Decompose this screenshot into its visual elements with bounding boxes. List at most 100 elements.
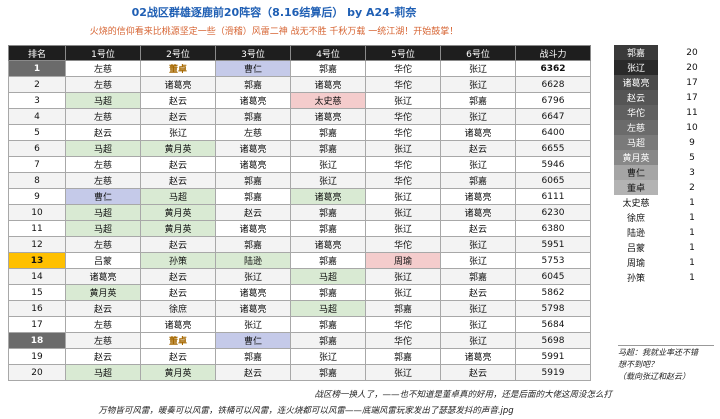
table-row: 4 左慈 赵云 郭嘉 诸葛亮 华佗 张辽 6647 xyxy=(8,108,591,125)
hero-count: 1 xyxy=(689,227,695,238)
power-cell: 5753 xyxy=(515,252,591,269)
power-cell: 6065 xyxy=(515,172,591,189)
hero-cell: 张辽 xyxy=(440,60,516,77)
hero-cell: 张辽 xyxy=(365,220,441,237)
hero-name: 赵云 xyxy=(614,90,658,105)
column-header: 排名 xyxy=(8,45,66,61)
hero-count-table: 郭嘉 20 张辽 20 诸葛亮 17 赵云 17 华佗 11 左慈 10 马超 9 黄月英 5 曹仁 3 董卓 2 太史… xyxy=(614,45,714,285)
hero-cell: 张辽 xyxy=(365,364,441,381)
hero-count-row: 曹仁 3 xyxy=(614,165,714,180)
hero-cell: 诸葛亮 xyxy=(440,124,516,141)
hero-count: 9 xyxy=(689,137,695,148)
hero-name: 陆逊 xyxy=(614,225,658,240)
power-cell: 6362 xyxy=(515,60,591,77)
hero-cell: 孙策 xyxy=(140,252,216,269)
hero-name: 吕蒙 xyxy=(614,240,658,255)
hero-count-row: 马超 9 xyxy=(614,135,714,150)
hero-cell: 张辽 xyxy=(440,300,516,317)
hero-name: 马超 xyxy=(614,135,658,150)
power-cell: 6380 xyxy=(515,220,591,237)
table-row: 5 赵云 张辽 左慈 郭嘉 华佗 诸葛亮 6400 xyxy=(8,124,591,141)
spacer xyxy=(658,120,670,135)
rank-cell: 19 xyxy=(8,348,66,365)
table-row: 14 诸葛亮 赵云 张辽 马超 张辽 郭嘉 6045 xyxy=(8,268,591,285)
hero-cell: 华佗 xyxy=(365,60,441,77)
hero-cell: 左慈 xyxy=(65,76,141,93)
hero-cell: 曹仁 xyxy=(215,60,291,77)
hero-count: 1 xyxy=(689,272,695,283)
hero-cell: 张辽 xyxy=(365,268,441,285)
rank-cell: 12 xyxy=(8,236,66,253)
hero-cell: 张辽 xyxy=(365,92,441,109)
column-header: 3号位 xyxy=(215,45,291,61)
note-line: 想不到吧？ xyxy=(618,360,658,369)
hero-cell: 诸葛亮 xyxy=(65,268,141,285)
spacer xyxy=(658,195,670,210)
power-cell: 5991 xyxy=(515,348,591,365)
hero-cell: 华佗 xyxy=(365,332,441,349)
hero-count-row: 陆逊 1 xyxy=(614,225,714,240)
hero-count-row: 华佗 11 xyxy=(614,105,714,120)
spacer xyxy=(658,150,670,165)
hero-cell: 马超 xyxy=(65,204,141,221)
hero-cell: 诸葛亮 xyxy=(215,284,291,301)
hero-cell: 张辽 xyxy=(365,140,441,157)
note-line: （载向张辽和赵云） xyxy=(618,372,690,381)
rank-cell: 1 xyxy=(8,60,66,77)
column-header: 5号位 xyxy=(365,45,441,61)
hero-count-row: 张辽 20 xyxy=(614,60,714,75)
hero-count-row: 吕蒙 1 xyxy=(614,240,714,255)
hero-cell: 赵云 xyxy=(440,140,516,157)
spacer xyxy=(658,270,670,285)
power-cell: 6400 xyxy=(515,124,591,141)
rank-cell: 18 xyxy=(8,332,66,349)
hero-cell: 诸葛亮 xyxy=(440,204,516,221)
hero-name: 董卓 xyxy=(614,180,658,195)
power-cell: 5919 xyxy=(515,364,591,381)
hero-count-row: 太史慈 1 xyxy=(614,195,714,210)
rank-cell: 7 xyxy=(8,156,66,173)
hero-count-row: 孙策 1 xyxy=(614,270,714,285)
power-cell: 5862 xyxy=(515,284,591,301)
hero-cell: 赵云 xyxy=(140,268,216,285)
spacer xyxy=(658,60,670,75)
hero-cell: 赵云 xyxy=(140,108,216,125)
hero-count: 20 xyxy=(686,62,698,73)
table-row: 10 马超 黄月英 赵云 郭嘉 张辽 诸葛亮 6230 xyxy=(8,204,591,221)
rank-cell: 13 xyxy=(8,252,66,269)
hero-count: 20 xyxy=(686,47,698,58)
hero-cell: 张辽 xyxy=(365,284,441,301)
hero-cell: 左慈 xyxy=(65,108,141,125)
spacer xyxy=(658,105,670,120)
table-row: 8 左慈 赵云 郭嘉 张辽 华佗 郭嘉 6065 xyxy=(8,172,591,189)
hero-cell: 张辽 xyxy=(365,204,441,221)
hero-cell: 郭嘉 xyxy=(215,188,291,205)
hero-cell: 张辽 xyxy=(215,268,291,285)
power-cell: 5951 xyxy=(515,236,591,253)
hero-count-row: 黄月英 5 xyxy=(614,150,714,165)
hero-count-row: 左慈 10 xyxy=(614,120,714,135)
hero-count: 10 xyxy=(686,122,698,133)
hero-cell: 郭嘉 xyxy=(290,252,366,269)
hero-count: 3 xyxy=(689,167,695,178)
hero-cell: 张辽 xyxy=(440,76,516,93)
hero-cell: 华佗 xyxy=(365,76,441,93)
hero-cell: 郭嘉 xyxy=(290,284,366,301)
page-title: 02战区群雄逐鹿前20阵容（8.16结算后） by A24-莉奈 xyxy=(131,6,417,19)
hero-cell: 赵云 xyxy=(215,364,291,381)
footer-comment-2: 万物皆可风雷，暖奏可以风雷，铁桶可以风雷，连火烧都可以风雷——底端风雷玩家发出了… xyxy=(98,406,514,416)
hero-count: 17 xyxy=(686,92,698,103)
hero-cell: 华佗 xyxy=(365,316,441,333)
rank-cell: 17 xyxy=(8,316,66,333)
hero-cell: 诸葛亮 xyxy=(215,220,291,237)
hero-count: 1 xyxy=(689,212,695,223)
power-cell: 6045 xyxy=(515,268,591,285)
hero-cell: 张辽 xyxy=(290,172,366,189)
hero-cell: 赵云 xyxy=(440,364,516,381)
column-header: 2号位 xyxy=(140,45,216,61)
hero-name: 左慈 xyxy=(614,120,658,135)
rank-cell: 16 xyxy=(8,300,66,317)
rank-cell: 2 xyxy=(8,76,66,93)
hero-cell: 太史慈 xyxy=(290,92,366,109)
spacer xyxy=(658,45,670,60)
